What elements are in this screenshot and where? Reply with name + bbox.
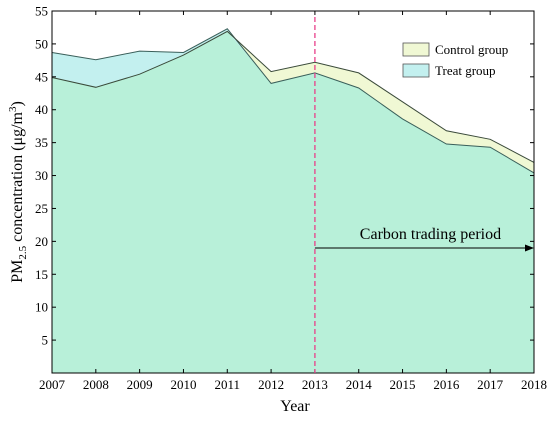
y-tick-label: 20 (35, 234, 48, 249)
y-axis-title-part: PM (9, 260, 26, 283)
x-axis-title: Year (280, 398, 310, 415)
legend-label-treat-group: Treat group (435, 63, 496, 78)
x-tick-label: 2012 (258, 377, 284, 392)
area-overlap (52, 31, 534, 374)
x-tick-label: 2008 (83, 377, 109, 392)
x-tick-label: 2013 (302, 377, 328, 392)
y-tick-label: 50 (35, 36, 48, 51)
y-tick-label: 25 (35, 201, 48, 216)
y-tick-label: 5 (42, 333, 49, 348)
x-tick-label: 2011 (215, 377, 241, 392)
area-layer (52, 28, 534, 374)
y-tick-label: 35 (35, 135, 48, 150)
x-tick-label: 2009 (127, 377, 153, 392)
x-tick-label: 2014 (346, 377, 373, 392)
legend-label-control-group: Control group (435, 42, 508, 57)
annotation-layer: Carbon trading period (314, 17, 534, 373)
legend-swatch-treat-group (402, 63, 430, 78)
axes-layer (51, 10, 535, 374)
tick-layer: 5 10 15 20 25 30 35 40 45 50 55 2007 2008 2009 2010 201… (35, 4, 547, 393)
line-layer (51, 28, 535, 174)
y-tick-label: 40 (35, 102, 48, 117)
y-tick-label: 45 (35, 69, 48, 84)
line-control-group (51, 30, 535, 163)
y-tick-label: 10 (35, 300, 48, 315)
x-tick-label: 2016 (433, 377, 460, 392)
x-tick-label: 2017 (477, 377, 504, 392)
carbon-trading-label: Carbon trading period (360, 226, 501, 243)
y-axis-title-subscript: 2.5 (17, 245, 29, 259)
y-axis-title: PM2.5 concentration (μg/m3) (7, 101, 29, 283)
arrow-head-icon (525, 244, 534, 252)
axis-titles: Year PM2.5 concentration (μg/m3) (7, 101, 310, 415)
y-axis-title-part: concentration (μg/m (9, 111, 26, 245)
plot-frame (51, 10, 535, 374)
y-axis-title-part: ) (9, 101, 26, 106)
x-tick-label: 2015 (390, 377, 416, 392)
y-tick-label: 55 (35, 4, 48, 19)
x-tick-label: 2007 (39, 377, 66, 392)
line-treat-group (51, 28, 535, 174)
y-tick-label: 30 (35, 168, 48, 183)
y-axis-title-superscript: 3 (7, 106, 19, 112)
legend-swatch-control-group (402, 42, 430, 57)
y-tick-label: 15 (35, 267, 48, 282)
x-tick-label: 2018 (521, 377, 547, 392)
x-tick-label: 2010 (170, 377, 196, 392)
legend: Control group Treat group (402, 42, 508, 78)
